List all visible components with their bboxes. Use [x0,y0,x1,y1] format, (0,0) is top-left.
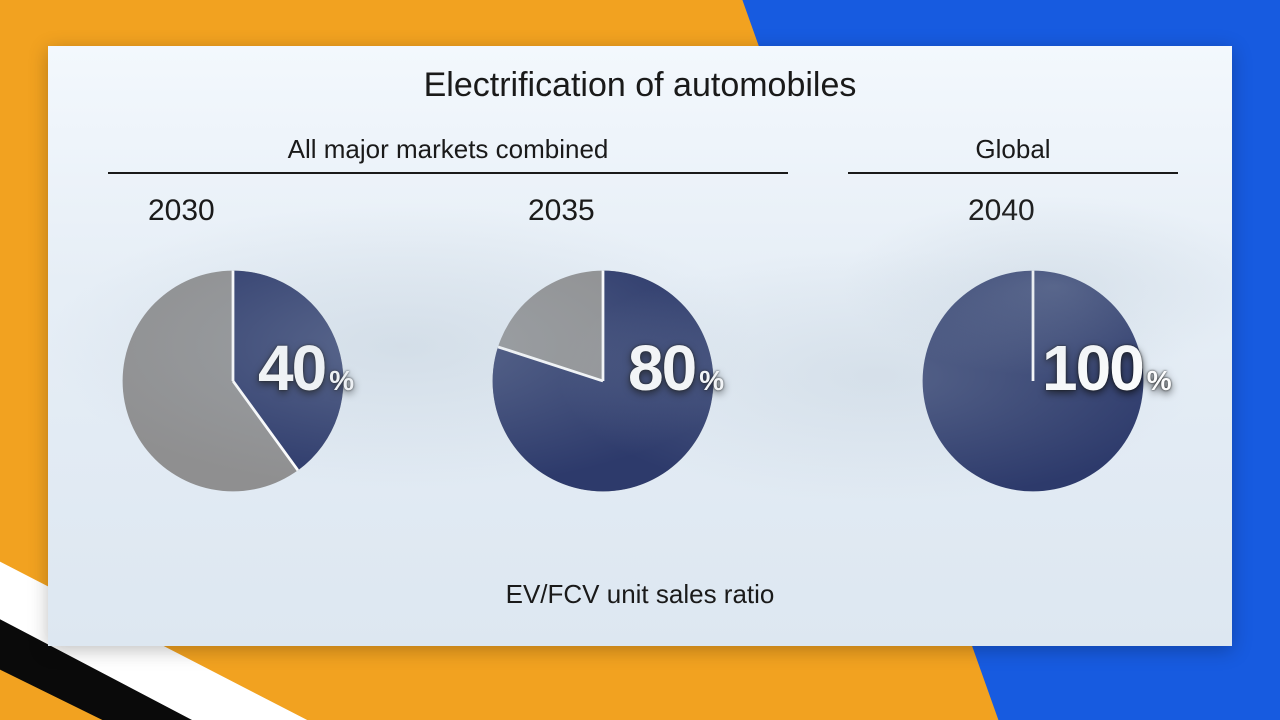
percentage-label: 80% [628,336,724,400]
percentage-label: 40% [258,336,354,400]
divider-major-markets [108,172,788,174]
section-label-global: Global [848,134,1178,165]
panel-title: Electrification of automobiles [48,66,1232,105]
percentage-label: 100% [1042,336,1172,400]
year-label: 2030 [148,194,215,228]
year-label: 2035 [528,194,595,228]
divider-global [848,172,1178,174]
year-label: 2040 [968,194,1035,228]
infographic-panel: Electrification of automobiles All major… [48,46,1232,646]
section-label-major-markets: All major markets combined [108,134,788,165]
panel-subtitle: EV/FCV unit sales ratio [48,579,1232,610]
